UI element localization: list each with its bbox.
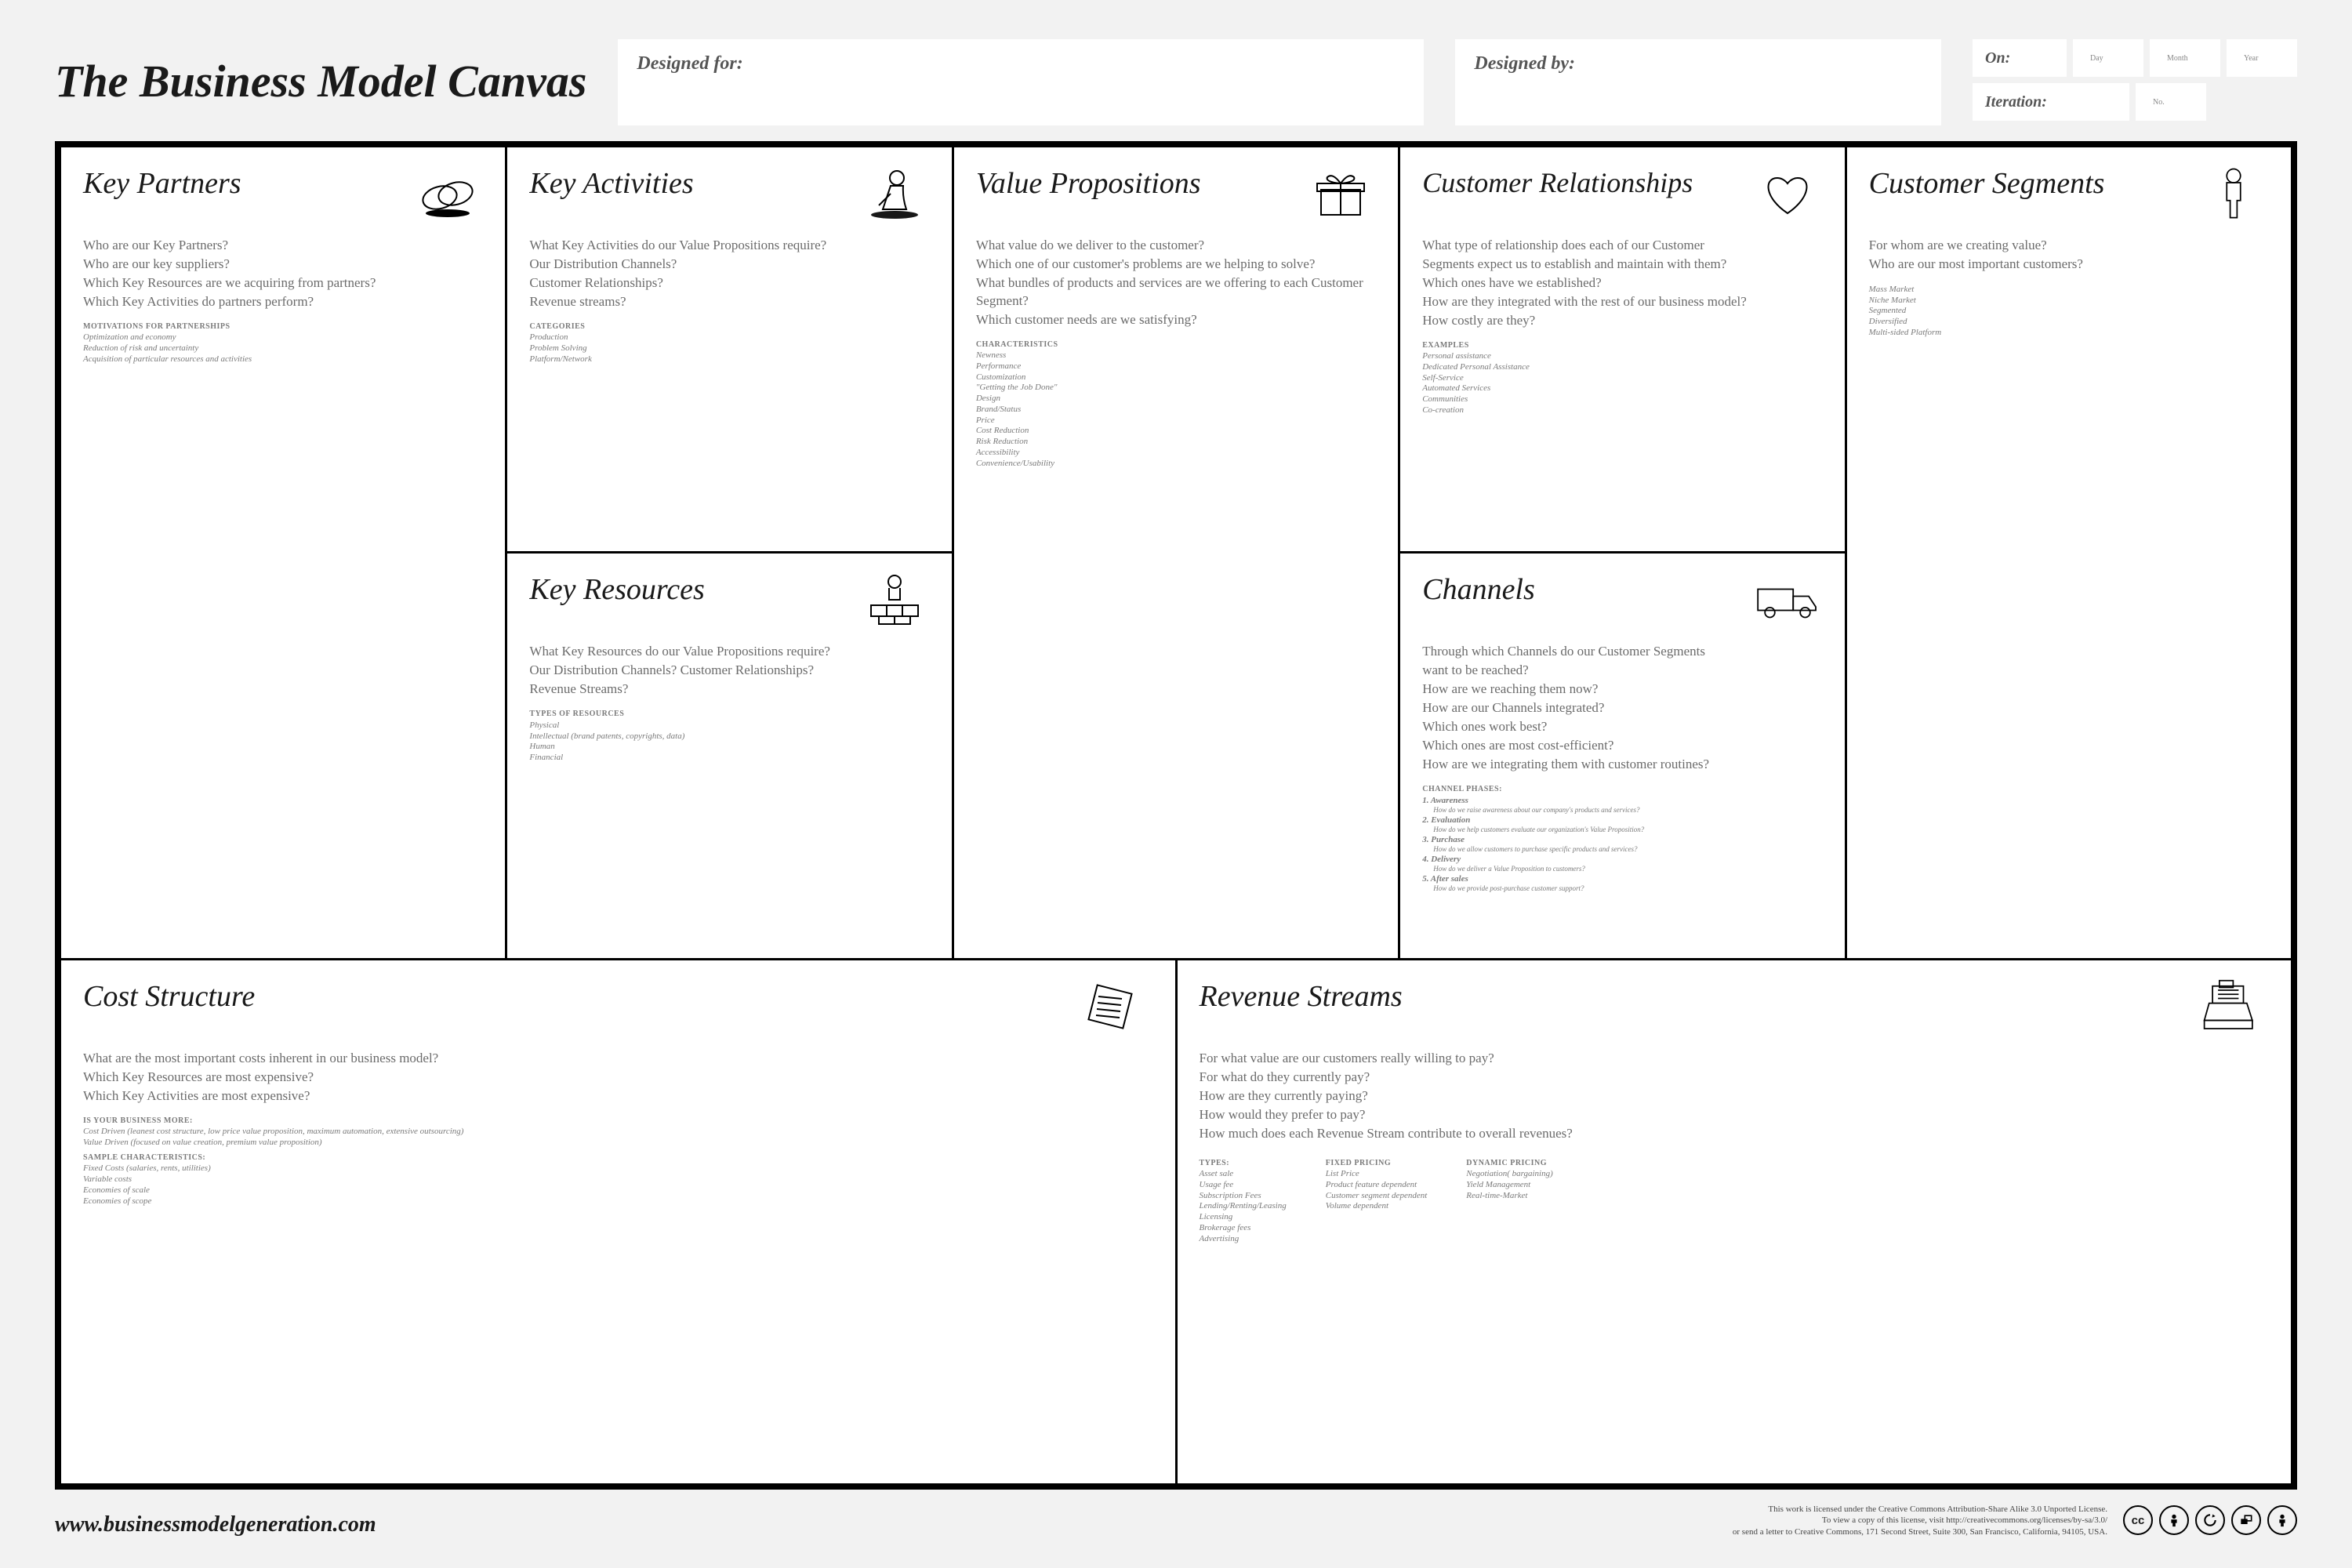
license-area: This work is licensed under the Creative… xyxy=(1733,1504,2297,1537)
key-resources-questions: What Key Resources do our Value Proposit… xyxy=(529,643,929,699)
top-row: Key Partners Who are our Key Partners?Wh… xyxy=(61,147,2291,960)
col-relationships-channels: Customer Relationships What type of rela… xyxy=(1400,147,1846,958)
customer-segments-hints: Mass MarketNiche MarketSegmentedDiversif… xyxy=(1869,285,2269,339)
designed-for-label: Designed for: xyxy=(637,53,742,74)
col-value-propositions: Value Propositions What value do we deli… xyxy=(954,147,1400,958)
customer-segments-title: Customer Segments xyxy=(1869,166,2105,201)
customer-relationships-title: Customer Relationships xyxy=(1422,166,1693,199)
channels-title: Channels xyxy=(1422,572,1535,607)
block-customer-segments: Customer Segments For whom are we creati… xyxy=(1847,147,2291,958)
revenue-streams-title: Revenue Streams xyxy=(1200,979,1403,1014)
receipt-icon xyxy=(1067,979,1153,1034)
gift-icon xyxy=(1305,166,1376,221)
day-box: Day xyxy=(2073,39,2143,77)
col-activities-resources: Key Activities What Key Activities do ou… xyxy=(507,147,953,958)
cc-attribution-icon xyxy=(2267,1505,2297,1535)
bottom-row: Cost Structure What are the most importa… xyxy=(61,960,2291,1483)
cc-icons: cc xyxy=(2123,1505,2297,1535)
link-icon xyxy=(412,166,483,221)
key-resources-hints: TYPES OF RESOURCES PhysicalIntellectual … xyxy=(529,710,929,764)
cc-by-icon xyxy=(2159,1505,2189,1535)
key-activities-hints: CATEGORIES ProductionProblem SolvingPlat… xyxy=(529,322,929,365)
designed-by-label: Designed by: xyxy=(1474,53,1575,74)
designed-by-box: Designed by: xyxy=(1455,39,1941,125)
value-propositions-title: Value Propositions xyxy=(976,166,1201,201)
block-key-resources: Key Resources What Key Resources do our … xyxy=(507,554,951,957)
block-channels: Channels Through which Channels do our C… xyxy=(1400,554,1844,957)
on-box: On: xyxy=(1973,39,2067,77)
channels-questions: Through which Channels do our Customer S… xyxy=(1422,643,1822,774)
key-partners-questions: Who are our Key Partners?Who are our key… xyxy=(83,237,483,311)
key-partners-hints: MOTIVATIONS FOR PARTNERSHIPS Optimizatio… xyxy=(83,322,483,365)
customer-relationships-hints: EXAMPLES Personal assistanceDedicated Pe… xyxy=(1422,341,1822,416)
iteration-box: Iteration: xyxy=(1973,83,2129,121)
block-cost-structure: Cost Structure What are the most importa… xyxy=(61,960,1178,1483)
footer: www.businessmodelgeneration.com This wor… xyxy=(55,1504,2297,1537)
cost-structure-title: Cost Structure xyxy=(83,979,255,1014)
col-key-partners: Key Partners Who are our Key Partners?Wh… xyxy=(61,147,507,958)
key-partners-title: Key Partners xyxy=(83,166,241,201)
bricks-icon xyxy=(859,572,930,627)
person-icon xyxy=(2198,166,2269,221)
canvas: Key Partners Who are our Key Partners?Wh… xyxy=(55,141,2297,1490)
value-propositions-hints: CHARACTERISTICS NewnessPerformanceCustom… xyxy=(976,340,1376,470)
value-propositions-questions: What value do we deliver to the customer… xyxy=(976,237,1376,329)
year-box: Year xyxy=(2227,39,2297,77)
channels-hints: CHANNEL PHASES: 1. AwarenessHow do we ra… xyxy=(1422,785,1822,894)
designed-for-box: Designed for: xyxy=(618,39,1424,125)
month-box: Month xyxy=(2150,39,2220,77)
block-customer-relationships: Customer Relationships What type of rela… xyxy=(1400,147,1844,554)
customer-segments-questions: For whom are we creating value?Who are o… xyxy=(1869,237,2269,274)
cash-register-icon xyxy=(2190,979,2269,1034)
customer-relationships-questions: What type of relationship does each of o… xyxy=(1422,237,1822,330)
cost-structure-hints: IS YOUR BUSINESS MORE: Cost Driven (lean… xyxy=(83,1116,1153,1207)
key-resources-title: Key Resources xyxy=(529,572,704,607)
block-value-propositions: Value Propositions What value do we deli… xyxy=(954,147,1398,958)
meta-group: On: Day Month Year Iteration: No. xyxy=(1973,39,2297,121)
worker-icon xyxy=(859,166,930,221)
key-activities-questions: What Key Activities do our Value Proposi… xyxy=(529,237,929,311)
heart-icon xyxy=(1752,166,1823,221)
website-url: www.businessmodelgeneration.com xyxy=(55,1512,376,1537)
page-title: The Business Model Canvas xyxy=(55,39,586,107)
block-revenue-streams: Revenue Streams For what value are our c… xyxy=(1178,960,2292,1483)
col-customer-segments: Customer Segments For whom are we creati… xyxy=(1847,147,2291,958)
key-activities-title: Key Activities xyxy=(529,166,693,201)
cc-sa-icon xyxy=(2195,1505,2225,1535)
block-key-activities: Key Activities What Key Activities do ou… xyxy=(507,147,951,554)
iteration-no-box: No. xyxy=(2136,83,2206,121)
cost-structure-questions: What are the most important costs inhere… xyxy=(83,1050,1153,1105)
revenue-streams-hints: TYPES: Asset saleUsage feeSubscription F… xyxy=(1200,1154,2270,1245)
license-text: This work is licensed under the Creative… xyxy=(1733,1504,2107,1537)
cc-remix-icon xyxy=(2231,1505,2261,1535)
truck-icon xyxy=(1752,572,1823,627)
cc-icon: cc xyxy=(2123,1505,2153,1535)
header: The Business Model Canvas Designed for: … xyxy=(55,39,2297,125)
block-key-partners: Key Partners Who are our Key Partners?Wh… xyxy=(61,147,505,958)
revenue-streams-questions: For what value are our customers really … xyxy=(1200,1050,2270,1143)
